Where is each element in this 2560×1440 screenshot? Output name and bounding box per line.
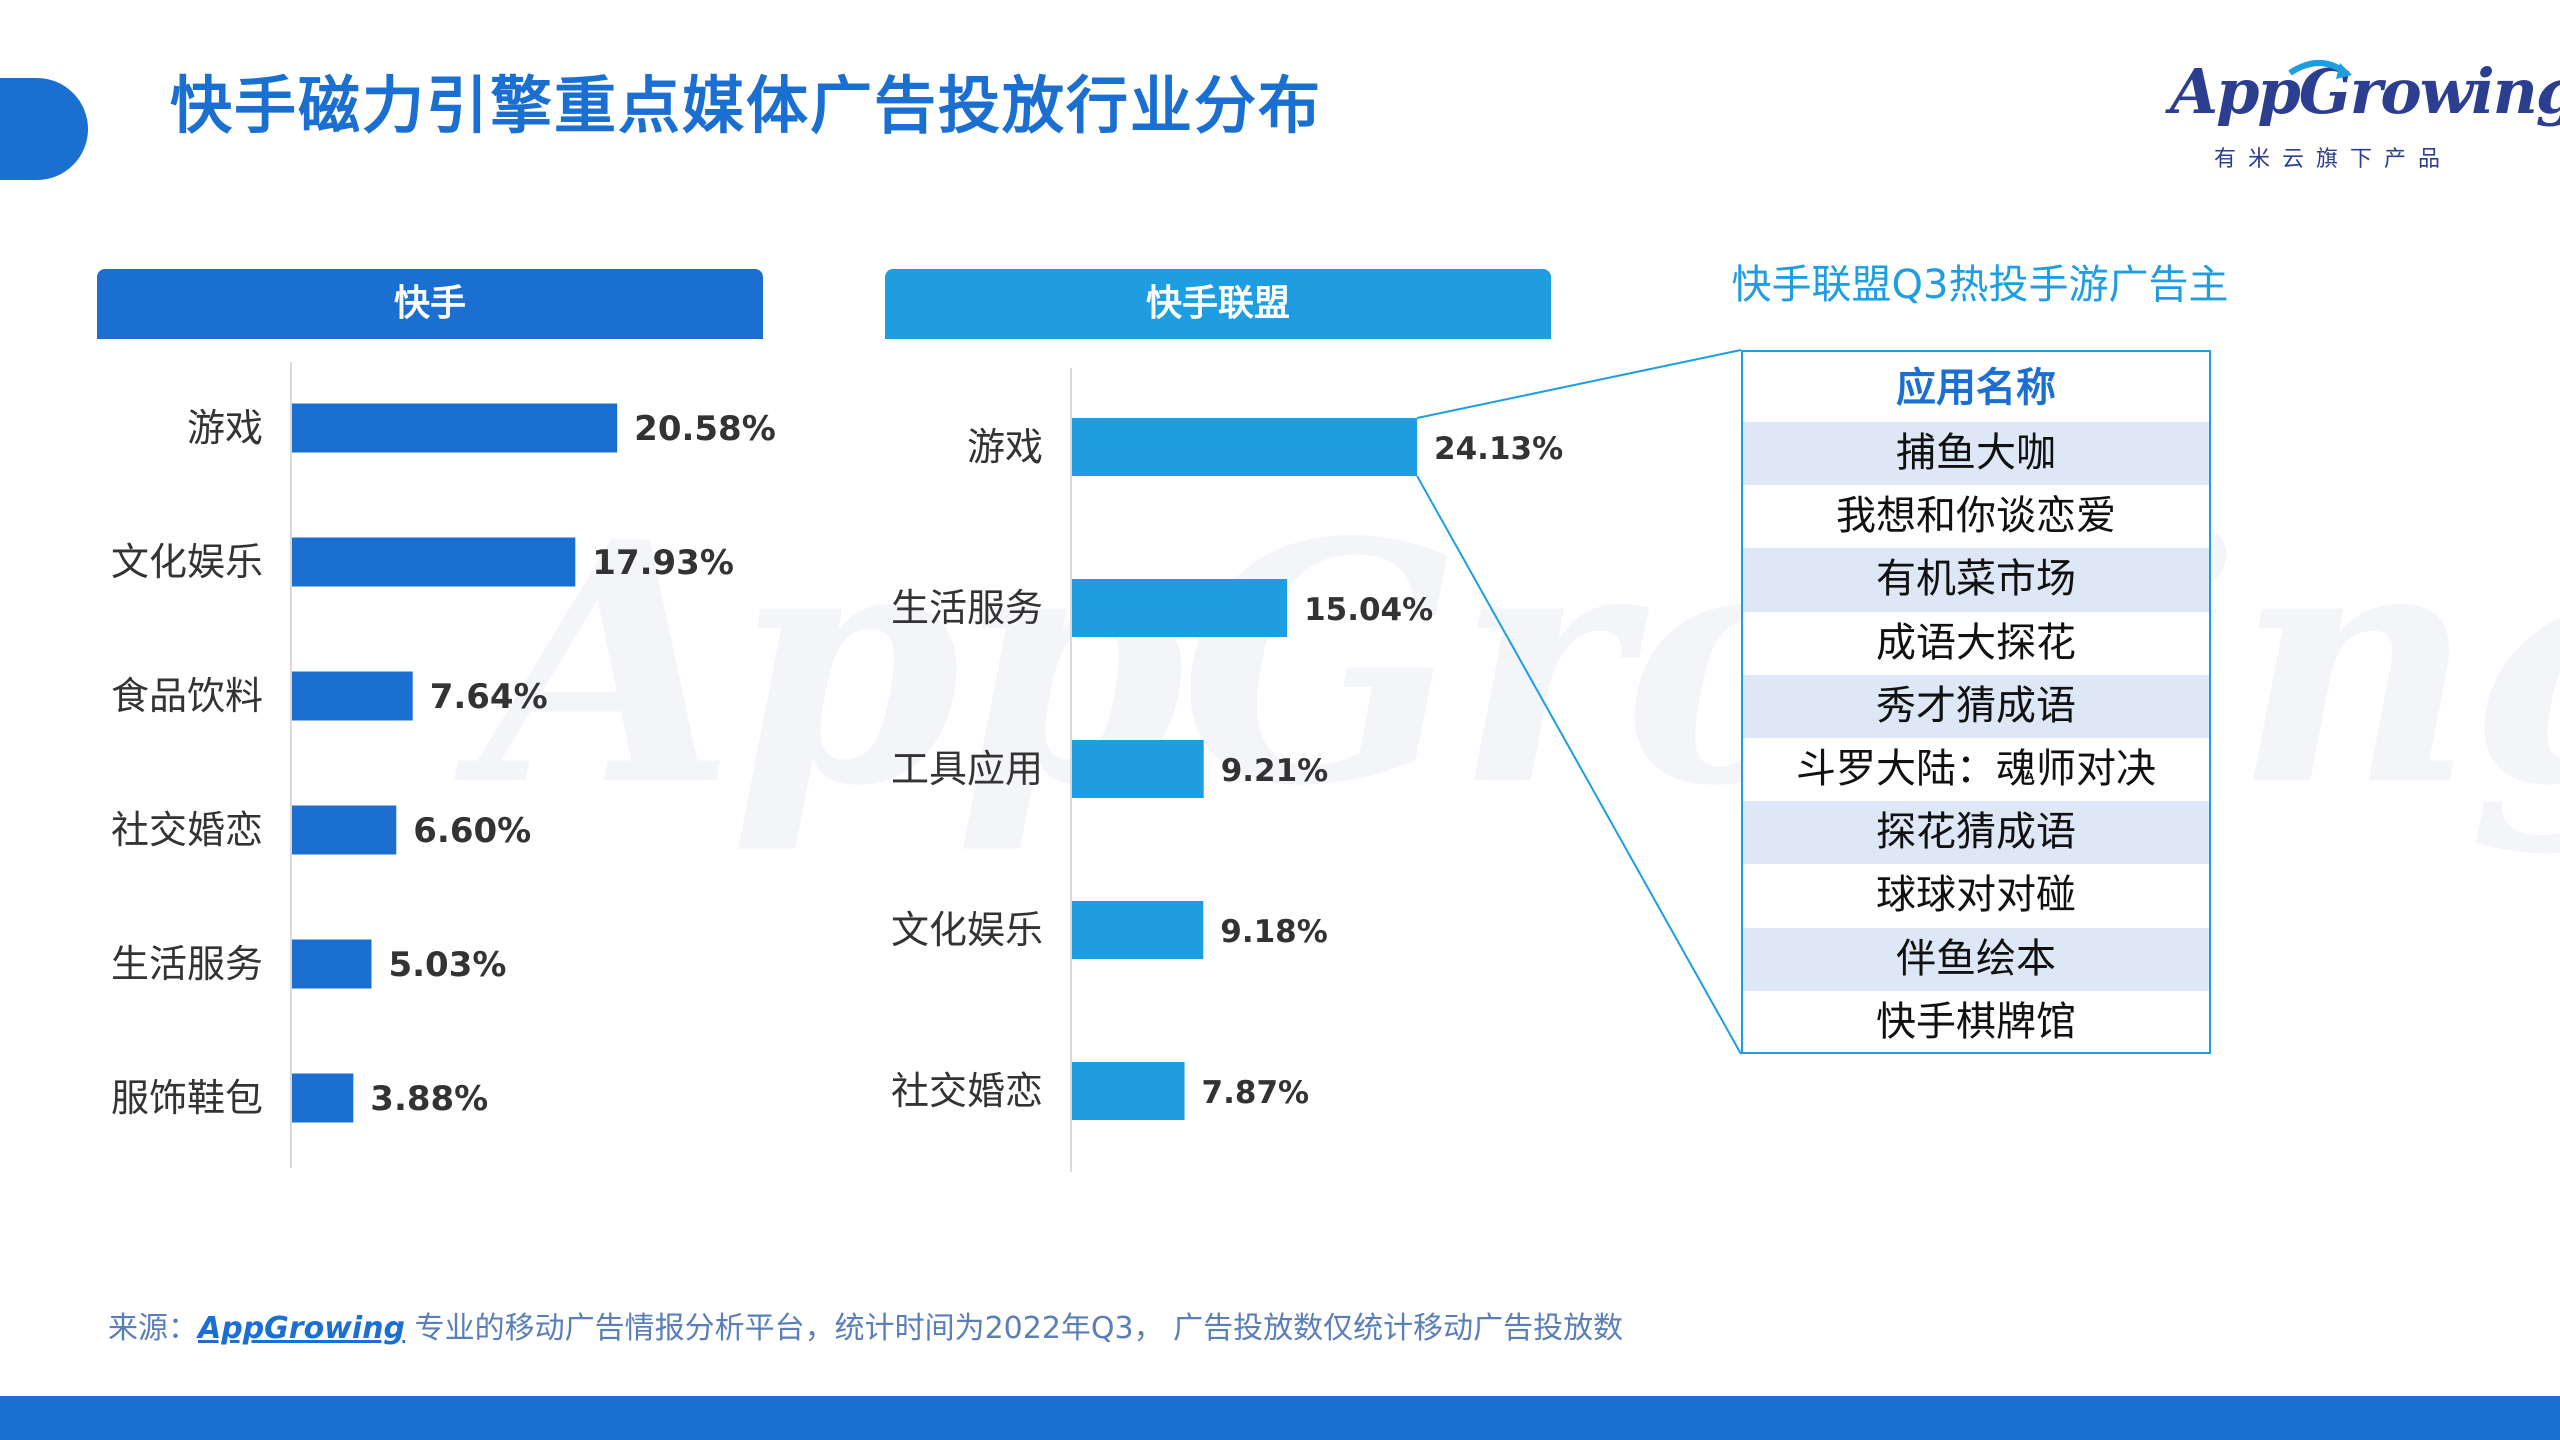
category-label: 文化娱乐 <box>891 908 1043 952</box>
table-row: 捕鱼大咖 <box>1743 422 2209 486</box>
table-row: 我想和你谈恋爱 <box>1836 493 2116 540</box>
logo-wordmark: AppGrowing <box>2170 55 2560 128</box>
page-title: 快手磁力引擎重点媒体广告投放行业分布 <box>170 69 1323 142</box>
watermark: AppGrowing <box>480 470 2560 858</box>
category-label: 生活服务 <box>111 942 263 986</box>
lianmeng-bar-chart: 游戏 24.13% 生活服务 15.04% 工具应用 9.21% 文化娱乐 9.18% 社交婚恋… <box>891 349 1742 1172</box>
source-prefix: 来源： <box>108 1311 198 1346</box>
appgrowing-logo: AppGrowing 有米云旗下产品 <box>2170 55 2560 175</box>
source-text: 专业的移动广告情报分析平台，统计时间为2022年Q3， 广告投放数仅统计移动广告… <box>405 1311 1624 1346</box>
footer-bar <box>0 1396 2560 1440</box>
table-row: 成语大探花 <box>1876 619 2076 666</box>
bar <box>1072 418 1418 476</box>
category-label: 社交婚恋 <box>111 808 263 852</box>
bar <box>292 939 372 989</box>
value-label: 24.13% <box>1434 431 1563 467</box>
bar <box>1072 740 1204 798</box>
connector-line <box>1416 475 1742 1055</box>
value-label: 15.04% <box>1304 592 1433 628</box>
bar <box>1072 901 1204 959</box>
bar <box>1072 1062 1185 1120</box>
bar <box>292 537 576 587</box>
table-row: 斗罗大陆：魂师对决 <box>1796 745 2156 792</box>
bar <box>292 403 618 453</box>
category-label: 游戏 <box>187 406 263 450</box>
value-label: 20.58% <box>634 409 776 449</box>
source-brand-link[interactable]: AppGrowing <box>198 1311 406 1346</box>
value-label: 5.03% <box>388 945 506 985</box>
kuaishou-bar-chart: 游戏 20.58% 文化娱乐 17.93% 食品饮料 7.64% 社交婚恋 6.60% 生活服务… <box>111 362 776 1168</box>
lianmeng-panel-header: 快手联盟 <box>885 269 1551 339</box>
category-label: 服饰鞋包 <box>111 1076 263 1120</box>
value-label: 3.88% <box>370 1079 488 1119</box>
table-row: 球球对对碰 <box>1876 872 2076 919</box>
value-label: 7.87% <box>1202 1075 1310 1111</box>
bar <box>292 671 413 721</box>
table-row: 有机菜市场 <box>1743 548 2209 612</box>
category-label: 社交婚恋 <box>891 1069 1043 1113</box>
category-label: 生活服务 <box>891 586 1043 630</box>
category-label: 游戏 <box>967 425 1043 469</box>
table-row: 秀才猜成语 <box>1743 674 2209 738</box>
source-note: 来源：AppGrowing 专业的移动广告情报分析平台，统计时间为2022年Q3… <box>108 1303 1623 1347</box>
value-label: 7.64% <box>430 677 548 717</box>
value-label: 9.18% <box>1220 914 1328 950</box>
logo-subtitle: 有米云旗下产品 <box>2214 147 2453 172</box>
value-label: 9.21% <box>1221 753 1329 789</box>
top-advertisers-title: 快手联盟Q3热投手游广告主 <box>1731 262 2229 308</box>
accent-tab <box>0 78 88 180</box>
bar <box>292 805 397 855</box>
category-label: 文化娱乐 <box>111 540 263 584</box>
table-row: 探花猜成语 <box>1743 801 2209 865</box>
kuaishou-panel-header: 快手 <box>97 269 763 339</box>
bar <box>1072 579 1288 637</box>
category-label: 工具应用 <box>891 747 1043 791</box>
bar <box>292 1073 354 1123</box>
value-label: 17.93% <box>592 543 734 583</box>
logo-arrow-icon <box>2288 60 2352 79</box>
connector-line <box>1416 349 1742 419</box>
table-header: 应用名称 <box>1896 365 2056 411</box>
table-row: 伴鱼绘本 <box>1743 927 2209 991</box>
table-row: 快手棋牌馆 <box>1876 998 2076 1045</box>
top-advertisers-table: 应用名称 捕鱼大咖 我想和你谈恋爱 有机菜市场 成语大探花 秀才猜成语 斗罗大陆… <box>1741 350 2211 1054</box>
category-label: 食品饮料 <box>111 674 263 718</box>
value-label: 6.60% <box>413 811 531 851</box>
